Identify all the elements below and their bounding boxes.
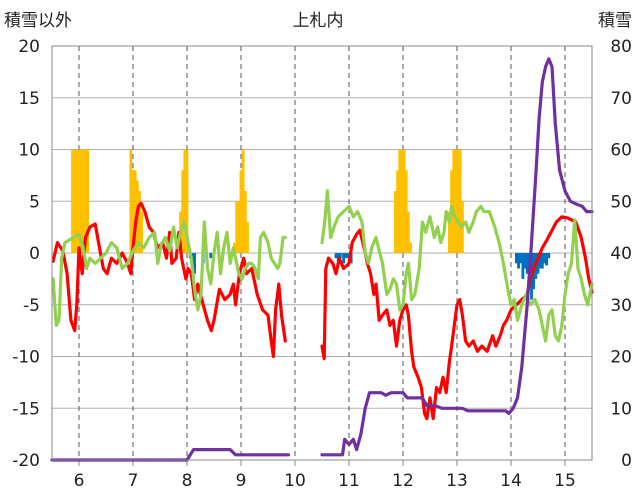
blue-bar	[525, 253, 529, 274]
blue-bar	[521, 253, 525, 279]
x-tick-label: 15	[554, 471, 576, 491]
x-tick-label: 11	[338, 471, 360, 491]
orange-bar	[235, 201, 239, 253]
orange-bar	[458, 149, 462, 253]
right-y-tick-label: 70	[610, 89, 632, 109]
blue-bar	[538, 253, 542, 269]
left-y-tick-labels: 20 15 10 5 0 -5 -10 -15 -20	[12, 37, 40, 471]
left-y-tick-label: 15	[18, 89, 40, 109]
right-y-tick-labels: 80 70 60 50 40 30 20 10 0	[610, 37, 632, 471]
blue-bar	[545, 253, 549, 266]
x-tick-labels: 6 7 8 9 10 11 12 13 14 15	[74, 471, 576, 491]
orange-bar	[452, 149, 456, 253]
orange-bar	[138, 190, 141, 253]
right-y-tick-label: 80	[610, 37, 632, 57]
blue-bar	[543, 253, 546, 264]
blue-bar	[536, 253, 540, 274]
green-series-line	[320, 189, 594, 343]
orange-bar	[394, 190, 397, 253]
orange-bar	[79, 149, 83, 253]
orange-bar	[239, 170, 243, 253]
left-y-tick-label: 10	[18, 141, 40, 161]
orange-bar	[407, 211, 410, 253]
orange-bar	[86, 149, 90, 253]
green-series-line	[51, 220, 287, 327]
lines-layer	[50, 57, 594, 462]
purple-series-line	[320, 57, 594, 457]
chart-title: 上札内	[293, 11, 344, 31]
orange-bar	[73, 149, 77, 253]
left-y-tick-label: 0	[29, 244, 40, 264]
orange-bar	[246, 221, 249, 253]
orange-bar	[71, 149, 74, 253]
x-tick-label: 6	[74, 471, 85, 491]
right-axis-title: 積雪	[598, 11, 632, 31]
orange-bar	[185, 149, 189, 253]
bars-layer	[71, 149, 551, 300]
orange-bar	[133, 170, 137, 253]
blue-bar	[338, 253, 342, 259]
orange-bar	[396, 170, 399, 253]
blue-bar	[515, 253, 518, 264]
orange-bar	[400, 149, 404, 253]
x-tick-label: 12	[392, 471, 414, 491]
orange-bar	[81, 149, 85, 253]
blue-bar	[523, 253, 527, 269]
orange-bar	[409, 242, 412, 253]
orange-bar	[241, 149, 245, 253]
blue-bar	[517, 253, 520, 269]
left-y-tick-label: 5	[29, 192, 40, 212]
right-y-tick-label: 30	[610, 296, 632, 316]
blue-bar	[547, 253, 551, 259]
left-axis-title: 積雪以外	[4, 11, 72, 31]
left-y-tick-label: 20	[18, 37, 40, 57]
right-y-tick-label: 0	[621, 451, 632, 471]
orange-bar	[129, 149, 133, 253]
blue-bar	[344, 253, 348, 259]
blue-bar	[209, 253, 213, 259]
orange-bar	[183, 149, 187, 253]
right-y-tick-label: 60	[610, 141, 632, 161]
orange-bar	[454, 149, 458, 253]
left-y-tick-label: -20	[12, 451, 40, 471]
orange-bar	[402, 149, 406, 253]
x-tick-label: 8	[182, 471, 193, 491]
orange-bar	[140, 211, 144, 253]
blue-bar	[342, 253, 345, 264]
plot-frame	[51, 45, 593, 461]
x-tick-label: 13	[446, 471, 468, 491]
orange-bar	[243, 190, 247, 253]
right-y-tick-label: 10	[610, 399, 632, 419]
orange-bar	[237, 201, 241, 253]
orange-bar	[404, 170, 408, 253]
blue-bar	[519, 253, 523, 264]
orange-bar	[77, 149, 81, 253]
blue-bar	[334, 253, 338, 259]
orange-bar	[75, 149, 79, 253]
left-y-tick-label: -10	[12, 348, 40, 368]
left-y-tick-label: -15	[12, 399, 40, 419]
x-tick-label: 14	[500, 471, 522, 491]
orange-bar	[181, 170, 185, 253]
orange-bar	[398, 149, 402, 253]
right-y-tick-label: 20	[610, 348, 632, 368]
right-y-tick-label: 40	[610, 244, 632, 264]
orange-bar	[131, 170, 135, 253]
x-tick-label: 10	[284, 471, 306, 491]
blue-bar	[540, 253, 544, 269]
x-tick-label: 9	[236, 471, 247, 491]
left-y-tick-label: -5	[23, 296, 40, 316]
orange-bar	[456, 149, 460, 253]
purple-series-line	[50, 448, 291, 462]
right-y-tick-label: 50	[610, 192, 632, 212]
blue-bar	[193, 253, 196, 274]
orange-bar	[448, 211, 451, 253]
x-tick-label: 7	[128, 471, 139, 491]
orange-bar	[84, 149, 87, 253]
